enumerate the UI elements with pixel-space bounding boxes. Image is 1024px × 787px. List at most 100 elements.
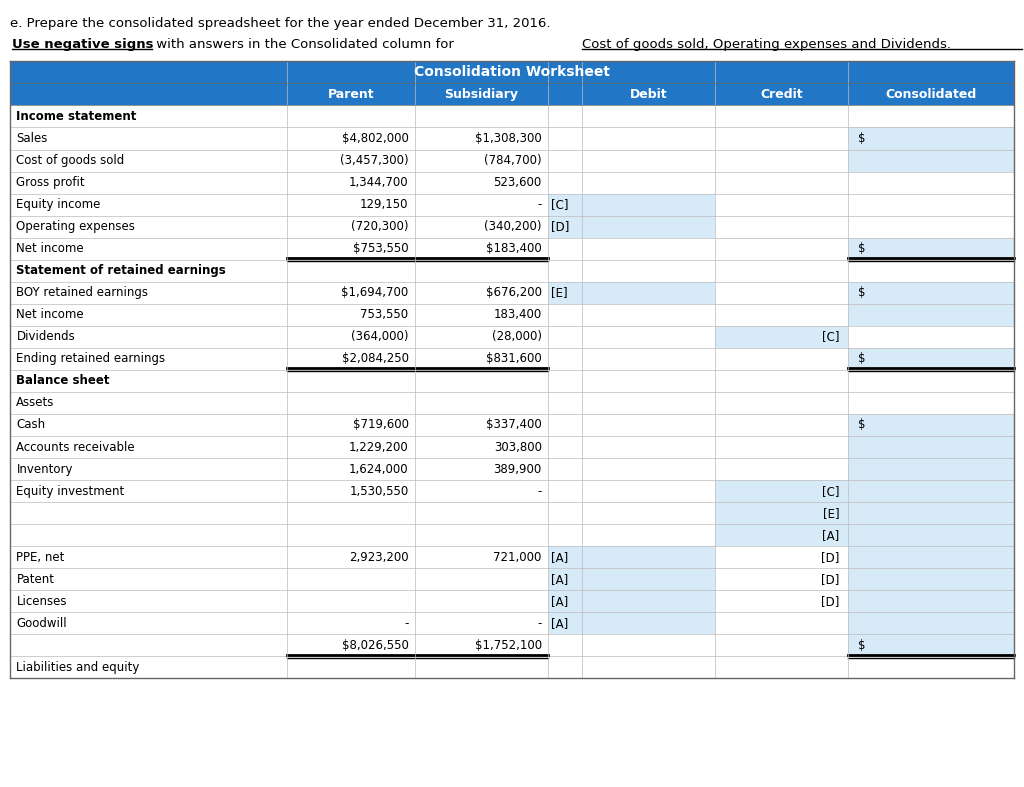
Text: $: $ xyxy=(858,353,865,365)
Text: [E]: [E] xyxy=(823,507,840,519)
Text: Sales: Sales xyxy=(16,132,48,145)
Bar xyxy=(10,304,1014,326)
Text: with answers in the Consolidated column for: with answers in the Consolidated column … xyxy=(152,38,458,51)
Bar xyxy=(10,656,1014,678)
Bar xyxy=(10,414,1014,436)
Bar xyxy=(848,150,1014,172)
Text: Net income: Net income xyxy=(16,242,84,255)
Text: 753,550: 753,550 xyxy=(360,309,409,321)
Bar xyxy=(10,568,1014,590)
Text: (364,000): (364,000) xyxy=(351,331,409,343)
Text: Ending retained earnings: Ending retained earnings xyxy=(16,353,166,365)
Text: Liabilities and equity: Liabilities and equity xyxy=(16,661,139,674)
Bar xyxy=(548,612,715,634)
Text: 183,400: 183,400 xyxy=(494,309,542,321)
Bar xyxy=(848,127,1014,150)
Text: e. Prepare the consolidated spreadsheet for the year ended December 31, 2016.: e. Prepare the consolidated spreadsheet … xyxy=(10,17,551,31)
Bar xyxy=(10,282,1014,304)
Text: Use negative signs: Use negative signs xyxy=(12,38,154,51)
Bar xyxy=(10,458,1014,480)
Text: $719,600: $719,600 xyxy=(352,419,409,431)
Text: [C]: [C] xyxy=(822,331,840,343)
Text: [A]: [A] xyxy=(551,573,568,586)
Text: Cost of goods sold, Operating expenses and Dividends.: Cost of goods sold, Operating expenses a… xyxy=(582,38,950,51)
Text: $: $ xyxy=(858,286,865,299)
Bar xyxy=(848,546,1014,568)
Bar xyxy=(10,105,1014,127)
Text: $4,802,000: $4,802,000 xyxy=(342,132,409,145)
Text: $8,026,550: $8,026,550 xyxy=(342,639,409,652)
Text: Accounts receivable: Accounts receivable xyxy=(16,441,135,453)
Bar xyxy=(848,634,1014,656)
Text: $1,308,300: $1,308,300 xyxy=(475,132,542,145)
Text: (784,700): (784,700) xyxy=(484,154,542,167)
Text: $676,200: $676,200 xyxy=(485,286,542,299)
Text: -: - xyxy=(538,485,542,497)
Text: Balance sheet: Balance sheet xyxy=(16,375,110,387)
Text: Dividends: Dividends xyxy=(16,331,75,343)
Text: (340,200): (340,200) xyxy=(484,220,542,233)
Text: [D]: [D] xyxy=(821,573,840,586)
Text: Parent: Parent xyxy=(328,88,374,101)
Bar xyxy=(10,326,1014,348)
Bar xyxy=(548,568,715,590)
Text: Net income: Net income xyxy=(16,309,84,321)
Text: Cash: Cash xyxy=(16,419,45,431)
Text: $: $ xyxy=(858,242,865,255)
Text: $: $ xyxy=(858,132,865,145)
Bar xyxy=(848,568,1014,590)
Bar xyxy=(10,194,1014,216)
Bar xyxy=(848,502,1014,524)
Text: Credit: Credit xyxy=(760,88,803,101)
Text: 389,900: 389,900 xyxy=(494,463,542,475)
Text: $: $ xyxy=(858,419,865,431)
Text: $337,400: $337,400 xyxy=(486,419,542,431)
Text: Consolidation Worksheet: Consolidation Worksheet xyxy=(414,65,610,79)
Bar xyxy=(10,546,1014,568)
Text: (28,000): (28,000) xyxy=(492,331,542,343)
Bar xyxy=(848,590,1014,612)
Text: Goodwill: Goodwill xyxy=(16,617,67,630)
Text: [A]: [A] xyxy=(551,595,568,608)
Text: BOY retained earnings: BOY retained earnings xyxy=(16,286,148,299)
Bar xyxy=(10,480,1014,502)
Bar xyxy=(10,238,1014,260)
Bar xyxy=(848,238,1014,260)
Bar xyxy=(10,436,1014,458)
Text: 2,923,200: 2,923,200 xyxy=(349,551,409,563)
Text: (3,457,300): (3,457,300) xyxy=(340,154,409,167)
Text: $831,600: $831,600 xyxy=(486,353,542,365)
Bar xyxy=(848,414,1014,436)
Text: Subsidiary: Subsidiary xyxy=(444,88,518,101)
Text: Operating expenses: Operating expenses xyxy=(16,220,135,233)
Bar xyxy=(10,216,1014,238)
Bar xyxy=(10,150,1014,172)
Bar xyxy=(10,392,1014,414)
Bar xyxy=(848,458,1014,480)
Bar xyxy=(715,480,848,502)
Text: Equity investment: Equity investment xyxy=(16,485,125,497)
Text: 303,800: 303,800 xyxy=(494,441,542,453)
Bar xyxy=(548,590,715,612)
Text: [A]: [A] xyxy=(551,617,568,630)
Text: 129,150: 129,150 xyxy=(360,198,409,211)
Bar xyxy=(548,216,715,238)
Text: [D]: [D] xyxy=(821,551,840,563)
Text: [C]: [C] xyxy=(551,198,568,211)
Bar xyxy=(10,348,1014,370)
Bar xyxy=(715,326,848,348)
Bar xyxy=(10,612,1014,634)
Text: [D]: [D] xyxy=(551,220,569,233)
Text: $2,084,250: $2,084,250 xyxy=(342,353,409,365)
Bar xyxy=(548,194,715,216)
Bar xyxy=(10,634,1014,656)
Text: $1,752,100: $1,752,100 xyxy=(474,639,542,652)
Bar xyxy=(10,260,1014,282)
Bar xyxy=(10,524,1014,546)
Text: [E]: [E] xyxy=(551,286,567,299)
Text: 1,530,550: 1,530,550 xyxy=(349,485,409,497)
Text: Equity income: Equity income xyxy=(16,198,100,211)
Text: (720,300): (720,300) xyxy=(351,220,409,233)
Text: [C]: [C] xyxy=(822,485,840,497)
Bar xyxy=(848,480,1014,502)
